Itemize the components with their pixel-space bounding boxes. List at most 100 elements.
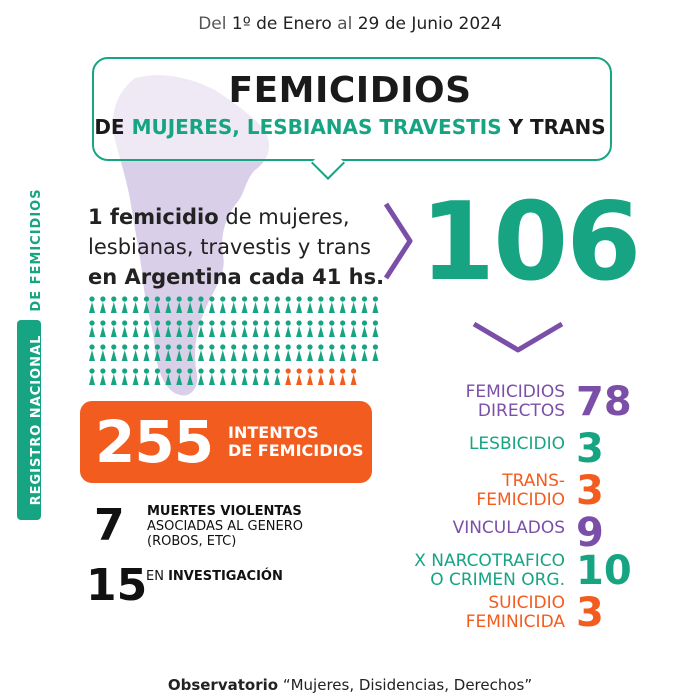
person-figure <box>121 320 128 337</box>
page-subtitle: DE MUJERES, LESBIANAS TRAVESTIS Y TRANS <box>92 115 608 139</box>
person-figure <box>285 296 292 313</box>
person-figure <box>263 320 270 337</box>
person-figure <box>154 320 161 337</box>
person-figure <box>143 296 150 313</box>
title-bubble <box>92 57 612 161</box>
category-label-line1: TRANS- <box>502 471 565 491</box>
person-figure <box>274 320 281 337</box>
category-label-line2: FEMICIDIO <box>476 490 565 510</box>
person-figure <box>198 344 204 361</box>
person-figure <box>317 296 324 313</box>
person-figure <box>307 296 313 313</box>
person-figure <box>176 296 183 313</box>
category-label-line1: X NARCOTRAFICO <box>414 551 565 571</box>
footer-rest: “Mujeres, Disidencias, Derechos” <box>278 676 533 694</box>
attempts-line1: INTENTOS <box>228 423 319 442</box>
person-figure <box>110 296 117 313</box>
category-label-line1: FEMICIDIOS <box>465 382 565 402</box>
person-figure <box>154 296 161 313</box>
person-figure <box>317 368 324 385</box>
person-figure <box>208 368 215 385</box>
person-figure <box>165 344 172 361</box>
category-label: VINCULADOS <box>453 519 565 538</box>
person-figure <box>176 368 183 385</box>
person-figure <box>263 344 270 361</box>
date-range: Del 1º de Enero al 29 de Junio 2024 <box>0 14 700 34</box>
category-value: 9 <box>576 510 604 556</box>
category-label: TRANS- FEMICIDIO <box>476 472 565 510</box>
person-figure <box>208 320 215 337</box>
person-figure <box>350 344 357 361</box>
person-figure <box>89 344 95 361</box>
person-figure <box>241 320 248 337</box>
category-value: 3 <box>576 426 604 472</box>
person-figure <box>132 296 139 313</box>
page-title: FEMICIDIOS <box>228 70 472 111</box>
person-figure <box>230 368 237 385</box>
total-femicides: 106 <box>420 180 641 305</box>
person-figure <box>99 368 106 385</box>
violent-deaths-line1: MUERTES VIOLENTAS <box>147 504 302 519</box>
person-figure <box>230 296 237 313</box>
chevron-down-icon <box>472 321 564 353</box>
person-figure <box>317 320 324 337</box>
lead-rest-1: de mujeres, <box>218 205 350 229</box>
person-figure <box>121 368 128 385</box>
person-figure <box>176 320 183 337</box>
attempts-line2: DE FEMICIDIOS <box>228 441 364 460</box>
lead-line-2: lesbianas, travestis y trans <box>88 235 371 259</box>
person-figure <box>110 368 117 385</box>
person-figure <box>219 344 226 361</box>
person-figure <box>198 296 204 313</box>
person-figure <box>176 344 183 361</box>
person-figure <box>350 296 357 313</box>
person-figure <box>361 296 368 313</box>
subtitle-de: DE <box>94 115 125 139</box>
person-figure <box>165 296 172 313</box>
category-label-line1: LESBICIDIO <box>468 434 565 454</box>
date-end: 29 de Junio 2024 <box>357 14 502 34</box>
person-figure <box>317 344 324 361</box>
person-figure <box>241 368 248 385</box>
person-figure <box>208 344 215 361</box>
investigation-bold: INVESTIGACIÓN <box>168 569 283 584</box>
attempts-number: 255 <box>95 408 214 476</box>
person-figure <box>274 296 281 313</box>
people-grid <box>89 296 379 385</box>
person-figure <box>296 344 303 361</box>
person-figure <box>328 320 335 337</box>
category-value: 3 <box>576 468 604 514</box>
person-figure <box>187 296 194 313</box>
person-figure <box>328 368 335 385</box>
person-figure <box>263 296 270 313</box>
side-label-part1: REGISTRO NACIONAL <box>29 334 44 506</box>
person-figure <box>219 320 226 337</box>
chevron-right-icon <box>383 202 413 280</box>
category-label: X NARCOTRAFICO O CRIMEN ORG. <box>414 552 565 590</box>
person-figure <box>230 344 237 361</box>
person-figure <box>143 368 150 385</box>
person-figure <box>252 344 259 361</box>
person-figure <box>274 344 281 361</box>
person-figure <box>89 368 95 385</box>
attempts-label: INTENTOS DE FEMICIDIOS <box>228 424 364 460</box>
violent-deaths-label: MUERTES VIOLENTAS ASOCIADAS AL GENERO (R… <box>147 504 303 549</box>
person-figure <box>99 344 106 361</box>
violent-deaths-number: 7 <box>94 500 125 551</box>
lead-text: 1 femicidio de mujeres, lesbianas, trave… <box>88 202 388 292</box>
person-figure <box>110 344 117 361</box>
person-figure <box>328 344 335 361</box>
person-figure <box>143 344 150 361</box>
person-figure <box>208 296 215 313</box>
person-figure <box>89 296 95 313</box>
person-figure <box>110 320 117 337</box>
person-figure <box>263 368 270 385</box>
person-figure <box>99 296 106 313</box>
category-label-line2: DIRECTOS <box>477 401 565 421</box>
person-figure <box>285 368 292 385</box>
person-figure <box>165 320 172 337</box>
category-label-line2: O CRIMEN ORG. <box>430 570 565 590</box>
date-mid: al <box>331 14 358 34</box>
person-figure <box>121 344 128 361</box>
date-start: 1º de Enero <box>231 14 332 34</box>
